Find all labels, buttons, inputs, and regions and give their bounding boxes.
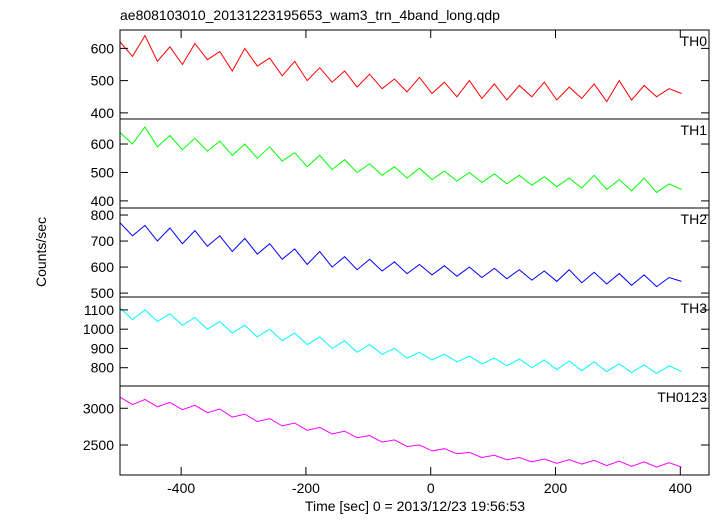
series-line <box>119 126 682 194</box>
y-tick-label: 600 <box>91 136 115 152</box>
x-tick-label: -200 <box>292 480 320 496</box>
y-tick-label: 500 <box>91 164 115 180</box>
y-tick-label: 500 <box>91 73 115 89</box>
y-tick-label: 400 <box>91 105 115 121</box>
x-axis-label: Time [sec] 0 = 2013/12/23 19:56:53 <box>305 498 525 514</box>
y-tick-label: 600 <box>91 40 115 56</box>
y-tick-label: 1000 <box>83 321 114 337</box>
chart-title: ae808103010_20131223195653_wam3_trn_4ban… <box>120 7 500 23</box>
y-tick-label: 3000 <box>83 400 114 416</box>
y-tick-label: 600 <box>91 259 115 275</box>
panel-label: TH0 <box>681 33 708 49</box>
series-line <box>119 396 682 468</box>
series-line <box>119 34 682 103</box>
x-tick-label: 200 <box>544 480 568 496</box>
series-line <box>119 222 682 288</box>
y-axis-label: Counts/sec <box>33 217 49 287</box>
y-tick-label: 1100 <box>84 302 114 318</box>
panel-label: TH3 <box>681 300 708 316</box>
panel-frame <box>119 385 710 476</box>
x-tick-label: 0 <box>427 480 435 496</box>
y-tick-label: 700 <box>91 233 115 249</box>
y-tick-label: 800 <box>91 360 115 376</box>
y-tick-label: 800 <box>91 207 115 223</box>
y-tick-label: 2500 <box>83 437 114 453</box>
y-tick-label: 400 <box>91 193 115 209</box>
x-tick-label: 400 <box>669 480 693 496</box>
panel-label: TH1 <box>681 122 708 138</box>
series-line <box>119 307 682 375</box>
y-tick-label: 900 <box>91 340 115 356</box>
x-tick-label: -400 <box>167 480 195 496</box>
panel-label: TH2 <box>681 211 708 227</box>
y-tick-label: 500 <box>91 285 115 301</box>
panel-label: TH0123 <box>657 389 707 405</box>
